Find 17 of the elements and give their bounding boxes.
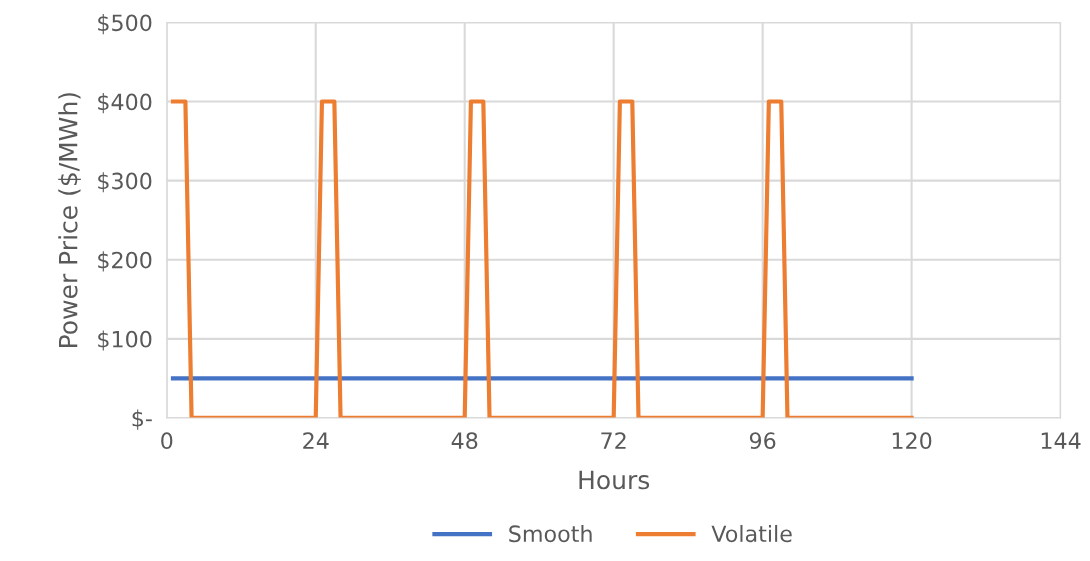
- x-tick-label: 120: [892, 432, 932, 450]
- x-tick-label: 24: [303, 432, 329, 449]
- y-axis-title: Power Price ($/MWh): [58, 93, 81, 347]
- x-tick-label: 0: [161, 432, 173, 450]
- y-tick-label: $200: [98, 251, 152, 272]
- x-tick-label: 72: [601, 432, 626, 449]
- y-tick-label: $300: [98, 172, 152, 193]
- y-tick-label: $-: [132, 409, 152, 430]
- y-tick-label: $500: [98, 14, 152, 35]
- x-tick-label: 48: [451, 432, 478, 450]
- x-tick-label: 144: [1041, 432, 1081, 449]
- x-tick-label: 96: [749, 432, 776, 450]
- legend-label: Volatile: [711, 524, 792, 543]
- legend-label: Smooth: [509, 524, 592, 543]
- y-tick-label: $400: [98, 93, 152, 114]
- x-axis-title: Hours: [579, 470, 650, 490]
- y-tick-label: $100: [98, 330, 152, 351]
